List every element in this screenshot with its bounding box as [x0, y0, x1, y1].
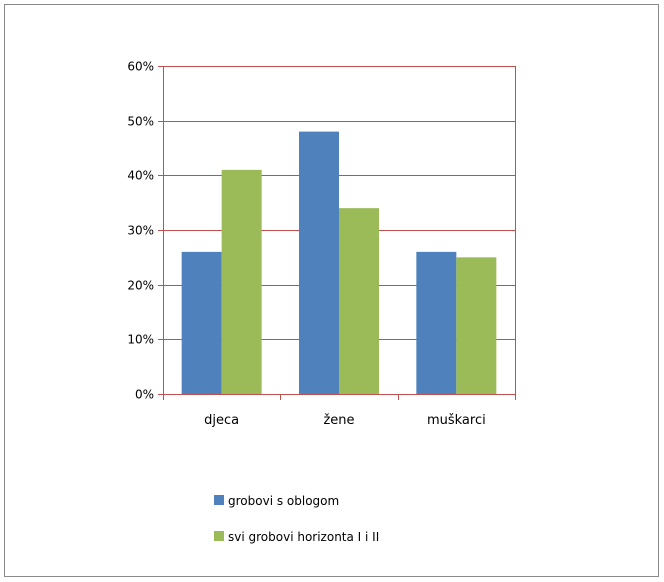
y-tick-label: 50% — [127, 115, 154, 129]
legend: grobovi s oblogom svi grobovi horizonta I… — [214, 494, 379, 544]
legend-label: grobovi s oblogom — [228, 494, 339, 508]
bar-1-2 — [299, 131, 339, 394]
y-tick-label: 40% — [127, 169, 154, 183]
bar-2-1 — [221, 169, 262, 394]
legend-swatch — [214, 495, 224, 505]
legend-label: svi grobovi horizonta I i II — [228, 530, 379, 544]
bar-1-1 — [181, 251, 222, 394]
bar-layer — [181, 131, 497, 394]
y-tick-label: 10% — [127, 333, 154, 347]
bar-2-2 — [339, 208, 379, 394]
x-tick-label: djeca — [204, 413, 239, 428]
x-tick-label: žene — [323, 413, 354, 428]
y-tick-label: 0% — [135, 388, 154, 402]
bar-1-3 — [416, 251, 457, 394]
bar-2-3 — [456, 257, 497, 394]
legend-swatch — [214, 531, 224, 541]
y-tick-label: 60% — [127, 60, 154, 74]
x-tick-label: muškarci — [427, 413, 486, 428]
y-tick-label: 30% — [127, 224, 154, 238]
y-tick-label: 20% — [127, 279, 154, 293]
axis-layer: 0% 10% 20% 30% 40% 50% 60% djeca žene muškarci — [127, 60, 516, 428]
